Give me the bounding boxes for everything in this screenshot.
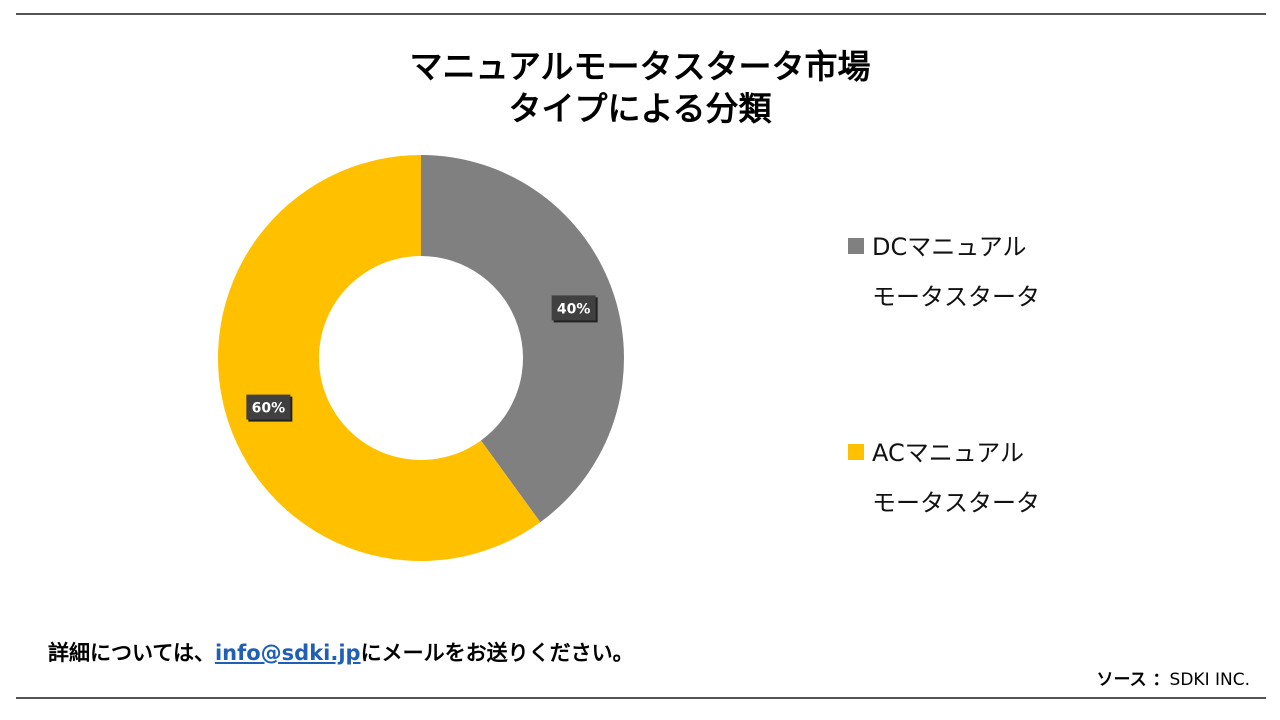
legend-label-dc: DCマニュアル モータスタータ <box>872 222 1132 322</box>
source-credit: ソース ：SDKI INC. <box>1096 665 1250 690</box>
legend-swatch-ac <box>848 444 864 460</box>
slice-dc <box>421 155 624 523</box>
chart-title-line1: マニュアルモータスタータ市場 <box>409 47 871 86</box>
slice-ac-label-box <box>246 394 291 420</box>
legend-swatch-dc <box>848 238 864 254</box>
legend-label-dc-line2: モータスタータ <box>872 283 1040 311</box>
legend-label-dc-line1: DCマニュアル <box>872 233 1027 261</box>
donut-chart: 40% 60% <box>217 155 624 561</box>
contact-note-prefix: 詳細については、 <box>48 641 215 665</box>
contact-note-suffix: にメールをお送りください。 <box>360 641 634 665</box>
slice-dc-label-text: 40% <box>557 301 591 317</box>
slice-ac-label-text: 60% <box>252 401 286 417</box>
contact-note: 詳細については、info@sdki.jpにメールをお送りください。 <box>48 637 634 667</box>
bottom-divider <box>16 697 1266 699</box>
slice-ac-label: 60% <box>246 394 293 422</box>
source-value: SDKI INC. <box>1169 670 1250 690</box>
chart-title-line2: タイプによる分類 <box>508 89 772 128</box>
slice-ac <box>217 155 541 561</box>
slice-dc-label: 40% <box>551 295 598 323</box>
legend-label-ac-line1: ACマニュアル <box>872 439 1025 467</box>
source-label: ソース ： <box>1096 670 1170 690</box>
slice-dc-label-box <box>551 295 596 321</box>
legend-label-ac-line2: モータスタータ <box>872 489 1040 517</box>
email-link[interactable]: info@sdki.jp <box>214 641 361 665</box>
top-divider <box>16 13 1266 15</box>
legend-label-ac: ACマニュアル モータスタータ <box>872 428 1132 528</box>
